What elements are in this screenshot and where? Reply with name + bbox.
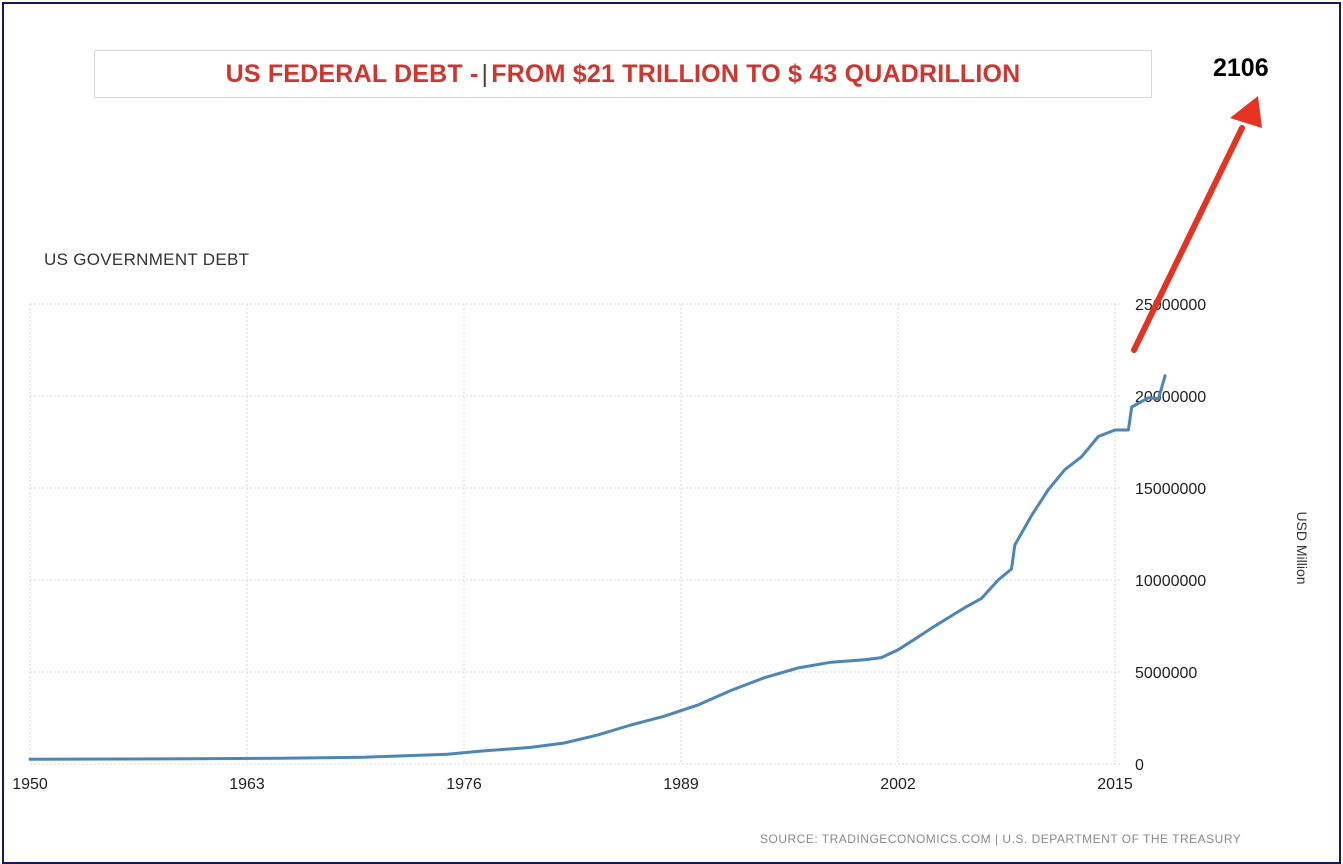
x-tick-label: 2002 [880, 776, 916, 793]
debt-series-line [28, 374, 1167, 761]
x-tick-label: 1950 [12, 776, 48, 793]
chart-title: US GOVERNMENT DEBT [44, 250, 250, 269]
headline: US FEDERAL DEBT - | FROM $21 TRILLION TO $… [95, 51, 1151, 97]
series-layer [28, 374, 1167, 761]
y-tick-label: 25000000 [1135, 297, 1206, 314]
headline-part-1: US FEDERAL DEBT - [225, 60, 479, 88]
projection-year-label: 2106 [1213, 54, 1269, 82]
headline-divider: | [481, 60, 489, 88]
y-tick-label: 15000000 [1135, 481, 1206, 498]
x-tick-label: 1976 [446, 776, 482, 793]
arrow-shaft [1131, 125, 1245, 353]
x-tick-label: 2015 [1097, 776, 1133, 793]
trend-arrow [1131, 96, 1262, 353]
y-tick-label: 5000000 [1135, 665, 1197, 682]
x-tick-label: 1989 [663, 776, 699, 793]
x-tick-label: 1963 [229, 776, 265, 793]
headline-box: US FEDERAL DEBT - | FROM $21 TRILLION TO $… [94, 50, 1152, 98]
y-tick-label: 0 [1135, 757, 1144, 774]
y-tick-label: 20000000 [1135, 389, 1206, 406]
source-note: SOURCE: TRADINGECONOMICS.COM | U.S. DEPA… [760, 832, 1242, 846]
grid [29, 303, 1120, 765]
y-tick-label: 10000000 [1135, 573, 1206, 590]
arrow-head [1230, 96, 1262, 128]
headline-part-2: FROM $21 TRILLION TO $ 43 QUADRILLION [491, 60, 1021, 88]
